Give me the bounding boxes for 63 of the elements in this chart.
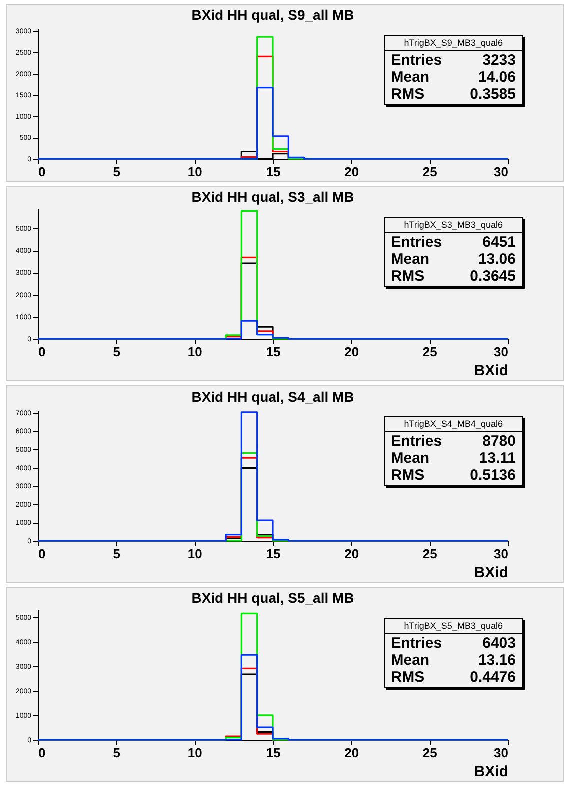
annotation: Entries — [391, 635, 442, 652]
x-tick-label: 5 — [113, 546, 120, 562]
x-tick-label: 10 — [188, 746, 202, 760]
x-tick-label: 15 — [266, 344, 281, 360]
x-tick-label: 0 — [38, 746, 46, 760]
annotation: hTrigBX_S9_MB3_qual6 — [385, 36, 522, 51]
chart-title: BXid HH qual, S3_all MB — [192, 189, 354, 205]
x-tick-label: 0 — [38, 164, 46, 180]
chart-title: BXid HH qual, S9_all MB — [192, 7, 354, 24]
x-tick-label: 20 — [344, 164, 360, 180]
x-tick-label: 10 — [188, 546, 202, 562]
x-tick-label: 0 — [38, 546, 46, 562]
annotation: hTrigBX_S3_MB3_qual6 — [385, 218, 522, 233]
annotation: Mean — [391, 450, 431, 467]
x-tick-label: 30 — [494, 344, 508, 360]
annotation: Mean — [391, 652, 431, 669]
x-tick-label: 0 — [38, 344, 46, 360]
annotation: 8780 — [482, 433, 516, 450]
annotation: 13.16 — [477, 652, 516, 669]
x-tick-label: 25 — [422, 546, 438, 562]
x-tick-label: 20 — [344, 344, 360, 360]
annotation: 13.06 — [477, 251, 516, 268]
annotation: 0.3585 — [470, 86, 516, 103]
x-tick-label: 10 — [188, 344, 202, 360]
x-tick-label: 25 — [422, 746, 438, 760]
annotation: Mean — [391, 69, 431, 86]
annotation: hTrigBX_S5_MB3_qual6 — [385, 619, 522, 634]
x-axis-title: BXid — [474, 764, 508, 780]
annotation: Entries — [391, 52, 442, 69]
annotation: Mean — [391, 251, 431, 268]
x-tick-label: 25 — [422, 344, 438, 360]
annotation: 13.11 — [478, 450, 516, 467]
x-tick-label: 5 — [113, 344, 120, 360]
x-tick-label: 5 — [113, 164, 120, 180]
annotation: RMS — [391, 669, 426, 686]
x-tick-label: 20 — [344, 546, 360, 562]
chart-title: BXid HH qual, S5_all MB — [192, 590, 354, 606]
x-tick-label: 15 — [266, 546, 281, 562]
annotation: 14.06 — [477, 69, 516, 86]
x-axis-title: BXid — [474, 362, 508, 380]
x-tick-label: 25 — [422, 164, 438, 180]
x-tick-label: 15 — [266, 746, 281, 760]
annotation: 3233 — [482, 52, 516, 69]
x-tick-label: 10 — [188, 164, 202, 180]
x-tick-label: 15 — [266, 164, 281, 180]
annotation: 0.4476 — [470, 669, 516, 686]
annotation: RMS — [391, 268, 426, 285]
x-axis-title: BXid — [474, 564, 508, 582]
x-tick-label: 5 — [113, 746, 120, 760]
annotation: Entries — [391, 433, 442, 450]
annotation: RMS — [391, 467, 426, 484]
annotation: 0.3645 — [470, 268, 516, 285]
annotation: 6403 — [482, 635, 516, 652]
annotation: Entries — [391, 234, 442, 251]
x-tick-label: 30 — [494, 746, 508, 760]
x-tick-label: 20 — [344, 746, 360, 760]
x-tick-label: 30 — [494, 546, 508, 562]
x-tick-label: 30 — [494, 164, 508, 180]
annotation: 0.5136 — [470, 467, 516, 484]
annotation: hTrigBX_S4_MB4_qual6 — [385, 417, 522, 432]
annotation: 6451 — [482, 234, 516, 251]
annotation: RMS — [391, 86, 426, 103]
chart-title: BXid HH qual, S4_all MB — [192, 388, 354, 405]
